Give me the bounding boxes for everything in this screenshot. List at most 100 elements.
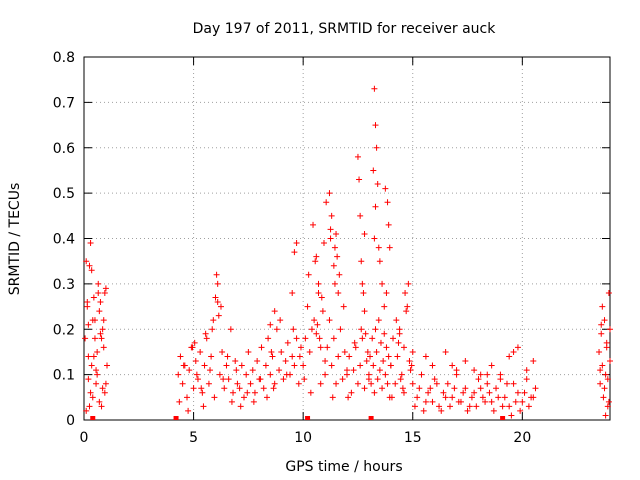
data-point xyxy=(291,362,298,369)
data-point xyxy=(357,362,364,369)
data-point xyxy=(280,376,287,383)
data-point xyxy=(503,380,510,387)
data-point xyxy=(267,371,274,378)
data-point xyxy=(387,362,394,369)
data-point xyxy=(214,299,221,306)
data-point xyxy=(238,362,245,369)
axis-ticks xyxy=(83,56,610,421)
data-point xyxy=(453,367,460,374)
data-point xyxy=(466,403,473,410)
data-point xyxy=(598,330,605,337)
baseline-markers xyxy=(90,416,506,420)
data-point xyxy=(95,289,102,296)
data-point xyxy=(88,362,95,369)
data-point xyxy=(312,258,319,265)
data-point xyxy=(354,380,361,387)
data-point xyxy=(395,339,402,346)
data-point xyxy=(90,294,97,301)
data-point xyxy=(471,389,478,396)
data-point xyxy=(186,367,193,374)
data-point xyxy=(400,344,407,351)
data-point xyxy=(268,348,275,355)
data-point xyxy=(202,330,209,337)
data-point xyxy=(475,376,482,383)
data-point xyxy=(99,385,106,392)
data-point xyxy=(217,303,224,310)
x-tick-label: 10 xyxy=(294,430,312,446)
data-point xyxy=(258,344,265,351)
data-point xyxy=(257,376,264,383)
data-point xyxy=(380,358,387,365)
data-point xyxy=(530,358,537,365)
data-point xyxy=(362,330,369,337)
data-point xyxy=(350,367,357,374)
data-point xyxy=(247,380,254,387)
data-point xyxy=(383,344,390,351)
data-point xyxy=(276,367,283,374)
data-point xyxy=(271,308,278,315)
data-point xyxy=(351,339,358,346)
data-point xyxy=(96,398,103,405)
data-point xyxy=(379,385,386,392)
data-point xyxy=(308,326,315,333)
data-point xyxy=(313,253,320,260)
y-tick-label: 0 xyxy=(66,413,75,429)
data-point xyxy=(176,398,183,405)
data-point xyxy=(317,344,324,351)
data-point xyxy=(203,335,210,342)
data-point xyxy=(250,398,257,405)
data-point xyxy=(197,348,204,355)
data-point xyxy=(359,335,366,342)
data-point xyxy=(210,317,217,324)
data-point xyxy=(367,353,374,360)
data-point xyxy=(402,289,409,296)
data-point xyxy=(177,353,184,360)
data-point xyxy=(442,394,449,401)
data-point xyxy=(265,335,272,342)
data-point xyxy=(416,385,423,392)
data-point xyxy=(85,321,92,328)
data-point xyxy=(216,371,223,378)
data-point xyxy=(482,398,489,405)
data-point xyxy=(436,403,443,410)
plot-frame xyxy=(83,56,611,421)
data-point xyxy=(264,394,271,401)
baseline-marker xyxy=(368,416,374,420)
data-point xyxy=(311,317,318,324)
data-point xyxy=(449,362,456,369)
data-point xyxy=(271,380,278,387)
data-point xyxy=(506,403,513,410)
data-point xyxy=(374,376,381,383)
data-point xyxy=(185,407,192,414)
data-point xyxy=(296,353,303,360)
data-point xyxy=(360,289,367,296)
chart-title: Day 197 of 2011, SRMTID for receiver auc… xyxy=(193,21,497,37)
data-point xyxy=(236,385,243,392)
data-point xyxy=(385,353,392,360)
data-point xyxy=(227,326,234,333)
data-point xyxy=(102,380,109,387)
data-point xyxy=(352,344,359,351)
data-point xyxy=(429,398,436,405)
data-point xyxy=(364,348,371,355)
data-point xyxy=(290,326,297,333)
data-point xyxy=(220,376,227,383)
data-point xyxy=(373,348,380,355)
data-point xyxy=(510,348,517,355)
data-point xyxy=(205,380,212,387)
data-point xyxy=(180,362,187,369)
data-point xyxy=(418,371,425,378)
data-point xyxy=(336,271,343,278)
data-point xyxy=(598,321,605,328)
data-point xyxy=(599,303,606,310)
data-point xyxy=(404,303,411,310)
data-point xyxy=(425,389,432,396)
data-point xyxy=(356,176,363,183)
data-point xyxy=(304,303,311,310)
data-point xyxy=(293,240,300,247)
data-point xyxy=(372,326,379,333)
data-point xyxy=(462,358,469,365)
data-point xyxy=(269,353,276,360)
data-point xyxy=(96,308,103,315)
data-point xyxy=(510,380,517,387)
